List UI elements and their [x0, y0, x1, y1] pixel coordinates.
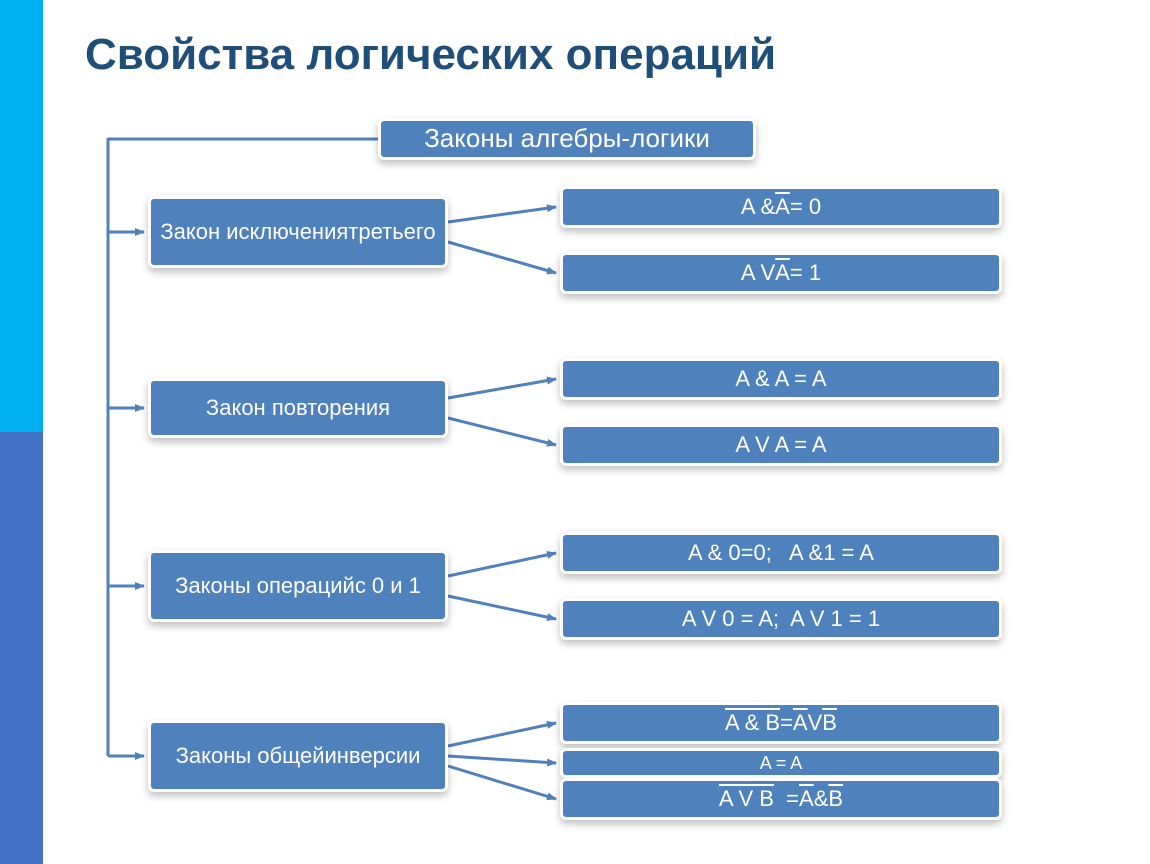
- box-f2a: A & A = A: [560, 358, 1002, 400]
- sidebar-accent-bottom: [0, 432, 43, 864]
- box-f3b: A V 0 = A; A V 1 = 1: [560, 598, 1002, 640]
- box-f3a: A & 0=0; A &1 = A: [560, 532, 1002, 574]
- slide-title: Свойства логических операций: [85, 30, 1085, 80]
- box-f4mid: A = A: [560, 748, 1002, 778]
- box-law3: Законы операцийс 0 и 1: [148, 550, 448, 622]
- box-f2b: A V A = A: [560, 424, 1002, 466]
- box-f4b: A V B = A & B: [560, 778, 1002, 820]
- box-f4a: A & B = A V B: [560, 702, 1002, 744]
- box-law4: Законы общейинверсии: [148, 720, 448, 792]
- box-header: Законы алгебры-логики: [378, 118, 756, 160]
- sidebar-accent-top: [0, 0, 43, 432]
- slide: Свойства логических операций Законы алге…: [0, 0, 1150, 864]
- box-law1: Закон исключениятретьего: [148, 196, 448, 268]
- box-law2: Закон повторения: [148, 378, 448, 438]
- box-f1a: A & A = 0: [560, 186, 1002, 228]
- box-f1b: A V A = 1: [560, 252, 1002, 294]
